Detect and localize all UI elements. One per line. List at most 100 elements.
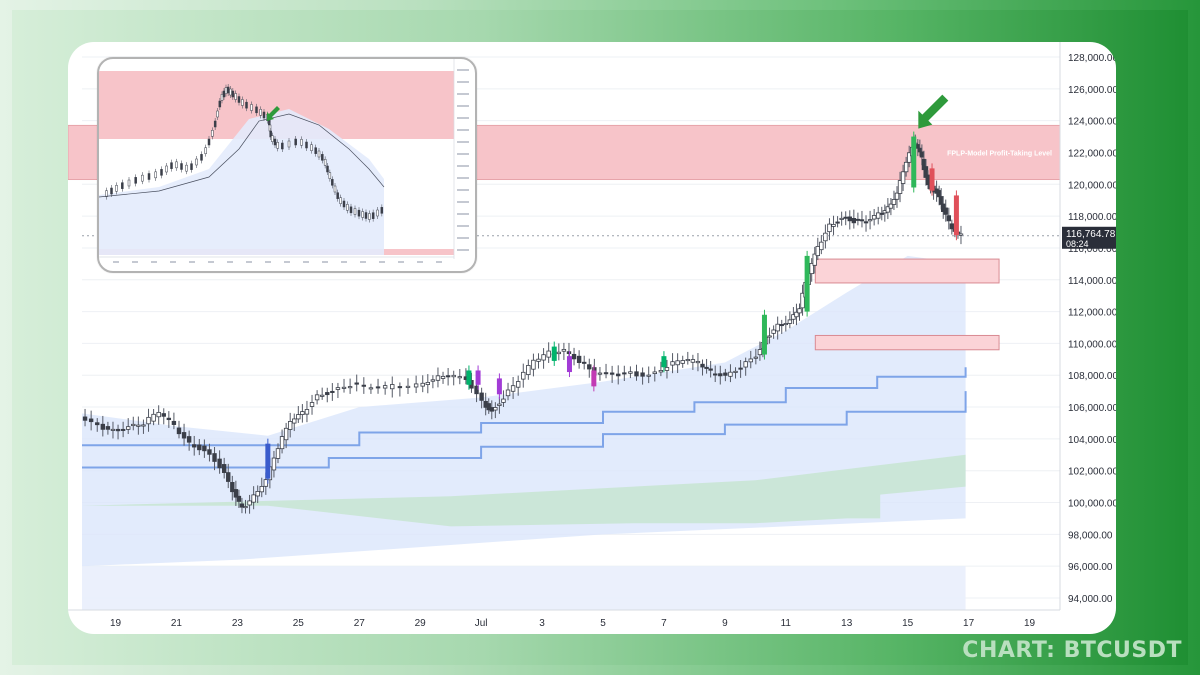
y-tick-label: 98,000.00 [1068,530,1113,541]
candle-body [233,489,239,498]
candle-body [230,482,235,493]
y-tick-label: 128,000.00 [1068,53,1116,64]
candle-body [787,319,793,324]
inset-candle [317,150,321,158]
candle-body [652,371,657,374]
candle-body [809,262,814,275]
y-tick-label: 126,000.00 [1068,85,1116,96]
candle-body [823,232,828,242]
highlight-candle [911,136,917,188]
candle-body [738,367,743,370]
candle-body [354,382,359,385]
candle-body [835,221,840,224]
y-tick-label: 118,000.00 [1068,212,1116,223]
candle-body [368,387,374,390]
x-tick-label: 7 [661,618,667,629]
candle-body [718,373,723,377]
inset-candle [245,101,248,109]
inset-candle [175,161,178,169]
candle-body [156,411,161,418]
candle-body [141,424,146,427]
demand-zone [814,258,1000,284]
x-tick-label: 25 [293,618,305,629]
candle-body [541,354,546,361]
peak-arrow-icon [918,94,949,129]
candle-body [855,218,861,221]
lower-band-line [82,391,967,469]
inset-candle [281,142,284,150]
inset-candle [218,100,222,108]
candle-body [748,358,753,363]
candle-body [867,219,873,222]
x-tick-label: 3 [539,618,545,629]
candle-body [202,445,207,452]
candle-body [938,196,944,205]
inset-candle [294,138,297,146]
candle-body [597,372,603,375]
y-tick-label: 94,000.00 [1068,594,1113,605]
inset-candle [213,120,217,128]
candle-body [161,413,166,417]
candle-body [531,359,536,370]
candle-body [397,386,403,389]
inset-y-tick [457,129,469,131]
inset-y-tick [457,141,469,143]
inset-candle [310,144,313,151]
inset-x-tick [132,261,138,263]
candle-body [497,403,502,406]
candle-body [815,246,820,257]
candle-body [390,384,395,390]
candle-body [82,416,88,421]
inset-candle [207,138,211,146]
candle-body [221,464,227,473]
candle-body [767,335,772,338]
candle-body [646,374,651,377]
candle-body [704,366,709,369]
y-tick-label: 108,000.00 [1068,371,1116,382]
inset-candle [271,135,274,142]
inset-candle [234,93,237,100]
inset-candle [380,207,384,214]
candle-body [819,241,824,251]
candle-body [582,361,587,364]
candle-body [243,506,248,509]
inset-candle [105,190,108,197]
price-chart: FPLP-Model Profit-Taking Level 128,000.00… [68,42,1116,629]
candle-body [457,376,462,379]
inset-arrow-icon [267,106,280,121]
upper-band-line [82,367,967,447]
candle-body [88,418,94,423]
candle-body [566,351,572,355]
candle-body [609,372,615,375]
inset-y-tick [457,165,469,167]
inset-x-tick [341,261,347,263]
y-tick-label: 104,000.00 [1068,435,1116,446]
candle-body [501,398,506,403]
cloud-base [82,566,966,610]
y-tick-label: 124,000.00 [1068,117,1116,128]
inset-candle [180,163,183,170]
inset-candle [339,197,342,204]
candle-body [239,503,245,508]
highlight-candle [804,255,810,312]
candle-body [871,215,877,220]
inset-candle [231,90,235,98]
inset-y-tick [457,213,469,215]
candle-body [536,358,541,362]
zone-label: FPLP-Model Profit-Taking Level [947,150,1052,157]
highlight-candle [551,346,557,361]
candle-body [304,409,310,415]
x-tick-label: 11 [781,618,792,629]
inset-candle [346,204,349,211]
candle-body [361,384,367,387]
inset-y-tick [457,201,469,203]
inset-candle [134,177,137,184]
inset-candle [127,179,131,187]
candle-body [330,390,335,393]
inset-candle [204,147,207,154]
candle-body [812,253,817,266]
highlight-candle [953,195,959,236]
candle-body [521,371,526,380]
candle-body [571,353,577,360]
candle-body [420,382,425,387]
